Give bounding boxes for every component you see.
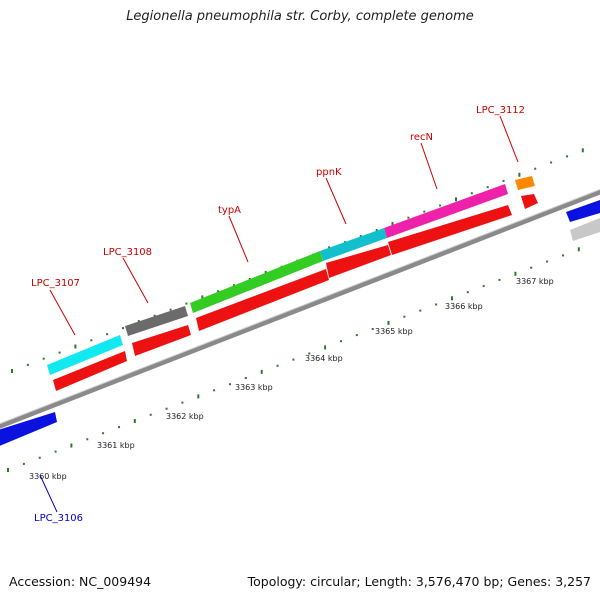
red-feature-track (53, 194, 538, 391)
genome-summary: Topology: circular; Length: 3,576,470 bp… (247, 574, 591, 589)
leader-lpc-3106 (39, 474, 58, 513)
label-lpc-3107: LPC_3107 (31, 278, 80, 289)
ruler-label-3365: 3365 kbp (375, 327, 413, 336)
map-title: Legionella pneumophila str. Corby, compl… (126, 9, 474, 24)
forward-genes (47, 176, 535, 375)
gene-reverse-right-blue[interactable] (566, 200, 600, 222)
ruler-label-3360: 3360 kbp (29, 472, 67, 481)
gene-lpc-3112[interactable] (515, 176, 535, 190)
leader-typa (228, 215, 249, 263)
ruler-labels: 3360 kbp 3361 kbp 3362 kbp 3363 kbp 3364… (29, 277, 554, 481)
red-feature-3[interactable] (196, 269, 329, 331)
label-ppnk: ppnK (316, 167, 342, 178)
label-lpc-3112: LPC_3112 (476, 105, 525, 116)
label-typa: typA (218, 205, 241, 216)
leader-ppnk (325, 177, 347, 225)
leader-lpc-3112 (499, 115, 519, 163)
ruler-label-3362: 3362 kbp (166, 412, 204, 421)
gene-reverse-right-grey[interactable] (570, 218, 600, 241)
ruler-label-3366: 3366 kbp (445, 302, 483, 311)
label-recn: recN (410, 132, 433, 143)
ruler-label-3364: 3364 kbp (305, 354, 343, 363)
gene-ppnk[interactable] (320, 228, 387, 261)
genome-backbone-highlight (0, 188, 600, 425)
gene-labels: LPC_3107 LPC_3108 typA ppnK recN LPC_311… (31, 105, 525, 524)
gene-typa[interactable] (190, 251, 323, 313)
red-feature-2[interactable] (132, 325, 191, 356)
gene-lpc-3106[interactable] (0, 412, 57, 447)
red-feature-4[interactable] (326, 245, 391, 278)
label-lpc-3108: LPC_3108 (103, 247, 152, 258)
red-feature-1[interactable] (53, 351, 127, 391)
red-feature-6[interactable] (521, 194, 538, 209)
leader-lpc-3108 (122, 257, 149, 304)
label-lpc-3106: LPC_3106 (34, 513, 83, 524)
gene-lpc-3107[interactable] (47, 335, 123, 375)
red-feature-5[interactable] (388, 205, 512, 255)
ruler-label-3367: 3367 kbp (516, 277, 554, 286)
gene-lpc-3108[interactable] (125, 306, 188, 336)
leader-lines (39, 115, 519, 513)
gene-recn[interactable] (384, 184, 508, 238)
ruler-label-3363: 3363 kbp (235, 383, 273, 392)
reverse-genes (0, 200, 600, 447)
accession-label: Accession: NC_009494 (9, 574, 152, 589)
ruler-label-3361: 3361 kbp (97, 441, 135, 450)
leader-lpc-3107 (49, 289, 76, 336)
reverse-tick-track (7, 247, 580, 472)
genome-backbone (0, 189, 600, 429)
leader-recn (420, 142, 438, 190)
